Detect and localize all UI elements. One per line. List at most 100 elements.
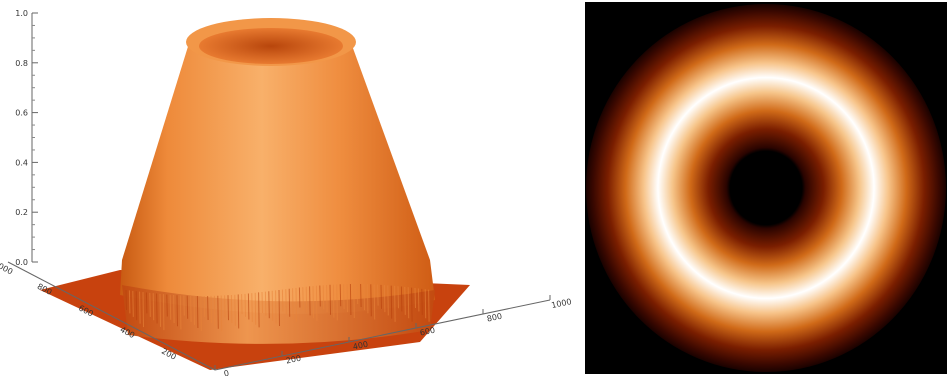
skirt-stripe [315,285,318,321]
ring-heatmap [585,2,947,374]
skirt-stripe [162,294,165,331]
skirt-stripe [363,284,365,311]
skirt-stripe [268,291,270,319]
skirt-stripe [244,293,246,317]
x-tick-label: 1000 [551,297,573,310]
skirt-stripe [169,294,172,320]
skirt-stripe [285,289,287,315]
skirt-stripe [190,295,192,322]
skirt-stripe [414,288,416,309]
z-tick-label: 0.4 [15,158,28,167]
skirt-stripe [213,295,216,326]
z-tick-label: 1.0 [15,9,28,18]
skirt-stripe [196,295,199,328]
skirt-stripe [173,294,175,323]
skirt-stripe [428,289,430,322]
skirt-stripe [424,289,427,319]
skirt-stripe [142,292,144,328]
y-axis-line [7,261,216,371]
skirt-stripe [254,292,257,325]
skirt-stripe [207,295,209,320]
x-tick-label: 600 [419,326,436,338]
skirt-stripe [156,293,158,324]
skirt-stripe [264,291,267,316]
skirt-stripe [421,288,423,315]
x-tick-label: 800 [486,312,503,324]
skirt-stripe [200,295,202,332]
skirt-stripe [407,287,410,319]
skirt-stripe [346,284,348,313]
skirt-stripe [336,284,338,321]
ring-intensity [586,4,946,372]
z-tick-label: 0.6 [15,109,28,118]
skirt-stripe [295,287,297,322]
skirt-stripe [278,289,280,326]
skirt-stripe [179,295,182,330]
skirt-stripe [149,292,151,317]
x-axis-line [214,299,551,371]
z-axis-ticks: 0.0 0.2 0.4 0.6 0.8 1.0 [15,9,38,267]
skirt-stripe [390,285,393,319]
skirt-stripe [356,283,359,305]
cone-body [120,27,435,314]
skirt-stripe [387,285,389,316]
skirt-stripe [224,295,226,318]
skirt-texture [125,283,430,332]
skirt-stripe [394,285,396,322]
skirt-stripe [349,284,352,316]
skirt-stripe [139,291,141,324]
skirt-stripe [417,288,420,312]
skirt-stripe [339,284,342,307]
skirt-stripe [298,287,301,308]
skirt-stripe [241,294,243,315]
skirt-stripe [193,295,195,325]
skirt-stripe [332,284,335,318]
skirt-stripe [309,286,311,316]
y-tick-label: 1000 [0,259,14,277]
skirt-stripe [271,290,274,321]
z-tick-label: 0.8 [15,59,28,68]
skirt-stripe [183,295,185,316]
skirt-stripe [125,289,127,311]
skirt-stripe [261,291,263,314]
skirt-stripe [288,288,291,317]
skirt-stripe [128,290,131,314]
skirt-stripe [217,295,219,329]
cone-skirt [122,285,435,344]
cone-rim-inner [199,28,343,64]
skirt-stripe [319,285,321,307]
skirt-stripe [227,295,229,321]
skirt-stripe [411,287,413,322]
skirt-stripe [360,284,362,308]
skirt-stripe [326,284,328,312]
skirt-stripe [380,284,382,309]
skirt-stripe [237,294,240,329]
skirt-stripe [353,283,355,319]
skirt-stripe [234,294,236,326]
skirt-stripe [251,293,253,323]
x-tick-label: 0 [223,369,230,376]
skirt-stripe [312,286,314,319]
skirt-stripe [135,291,138,321]
skirt-stripe [176,295,178,327]
skirt-stripe [258,292,260,328]
z-tick-label: 0.0 [15,258,28,267]
skirt-stripe [186,295,189,319]
skirt-stripe [302,287,304,311]
skirt-stripe [377,284,379,306]
skirt-stripe [404,286,406,315]
skirt-stripe [281,289,284,312]
skirt-stripe [275,290,277,324]
skirt-stripe [397,286,399,309]
x-tick-label: 400 [352,340,369,352]
skirt-stripe [329,284,331,315]
skirt-stripe [292,288,294,320]
skirt-stripe [159,293,161,327]
skirt-stripe [383,285,386,313]
skirt-stripe [152,293,155,321]
skirt-stripe [166,294,168,317]
skirt-stripe [370,284,372,317]
skirt-stripe [210,295,212,323]
